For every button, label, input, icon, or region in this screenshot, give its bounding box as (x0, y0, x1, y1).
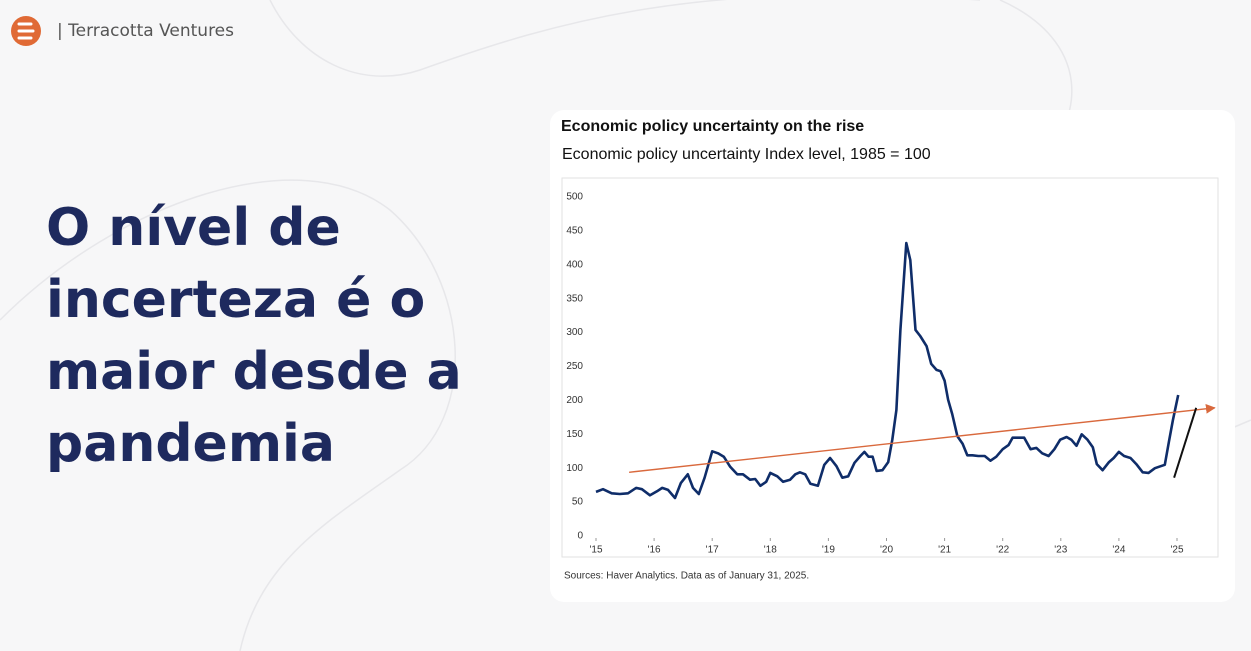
headline-line: O nível de (46, 198, 341, 258)
y-tick-label: 150 (566, 429, 583, 440)
chart-card (550, 110, 1235, 602)
x-tick-label: '21 (938, 545, 951, 556)
x-tick-label: '20 (880, 545, 893, 556)
y-tick-label: 300 (566, 327, 583, 338)
x-tick-label: '23 (1054, 545, 1067, 556)
series-line (595, 241, 1180, 500)
x-tick-label: '16 (648, 545, 661, 556)
y-tick-label: 200 (566, 395, 583, 406)
y-tick-label: 0 (577, 531, 583, 542)
y-tick-label: 100 (566, 463, 583, 474)
source: Sources: Haver Analytics. Data as of Jan… (564, 571, 809, 582)
x-tick-label: '17 (706, 545, 719, 556)
x-tick-label: '25 (1170, 545, 1183, 556)
x-tick-label: '24 (1112, 545, 1125, 556)
x-tick-label: '18 (764, 545, 777, 556)
y-tick-label: 50 (572, 497, 584, 508)
headline-line: incerteza é o (46, 270, 425, 330)
y-tick-label: 400 (566, 259, 583, 270)
headline-line: pandemia (46, 414, 335, 474)
y-tick-label: 450 (566, 226, 583, 237)
y-tick-label: 500 (566, 192, 583, 203)
plot: 0 50 100 150 200 250 300 350 400 450 500 '15 '16 '17 '… (566, 192, 1216, 556)
logo-mark (17, 22, 35, 40)
chart-title: Economic policy uncertainty on the rise (561, 118, 864, 135)
brand: | Terracotta Ventures (57, 21, 234, 41)
plot-frame (561, 177, 1219, 558)
x-tick-label: '22 (996, 545, 1009, 556)
trend-annotation (1173, 407, 1198, 478)
chart-subtitle: Economic policy uncertainty Index level,… (562, 146, 931, 163)
headline: O nível de incerteza é o maior desde a p… (46, 198, 462, 474)
trend-annotation (629, 403, 1216, 473)
y-tick-label: 250 (566, 361, 583, 372)
y-tick-label: 350 (566, 293, 583, 304)
headline-line: maior desde a (46, 342, 462, 402)
x-tick-label: '15 (589, 545, 602, 556)
x-tick-label: '19 (822, 545, 835, 556)
